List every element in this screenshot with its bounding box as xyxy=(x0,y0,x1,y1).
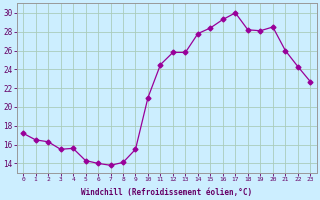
X-axis label: Windchill (Refroidissement éolien,°C): Windchill (Refroidissement éolien,°C) xyxy=(81,188,252,197)
